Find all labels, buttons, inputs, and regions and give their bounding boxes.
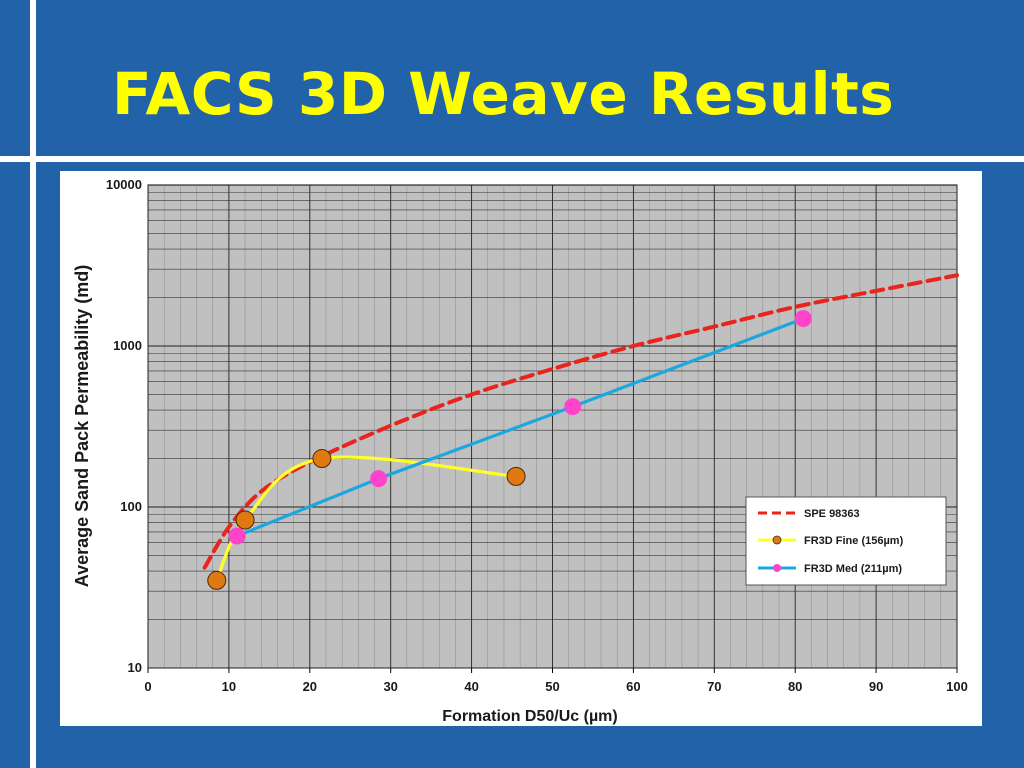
legend: SPE 98363 FR3D Fine (156µm) FR3D Med (21…	[745, 496, 947, 586]
x-tick-label: 40	[464, 679, 478, 694]
data-point-fr3d-med	[564, 398, 582, 416]
data-point-fr3d-med	[370, 470, 388, 488]
y-tick-label: 10000	[106, 177, 142, 192]
series-layer	[202, 273, 959, 590]
slide-vertical-rule	[30, 0, 36, 768]
data-point-fr3d-fine	[312, 449, 332, 469]
slide-title: FACS 3D Weave Results	[112, 60, 895, 128]
series-line-fr3d-med	[235, 316, 805, 538]
series-line-spe-98363	[202, 273, 959, 570]
slide-horizontal-rule	[0, 156, 1024, 162]
data-point-fr3d-fine	[235, 510, 255, 530]
x-tick-label: 30	[383, 679, 397, 694]
y-tick-label: 10	[128, 660, 142, 675]
series-line-fr3d-fine	[215, 455, 518, 583]
x-tick-label: 0	[144, 679, 151, 694]
data-point-fr3d-med	[228, 527, 246, 545]
x-tick-label: 80	[788, 679, 802, 694]
data-point-fr3d-fine	[207, 570, 227, 590]
x-tick-label: 60	[626, 679, 640, 694]
legend-marker-fine	[772, 535, 782, 545]
y-tick-label: 1000	[113, 338, 142, 353]
x-tick-label: 70	[707, 679, 721, 694]
x-tick-label: 20	[303, 679, 317, 694]
x-tick-label: 100	[946, 679, 968, 694]
data-point-fr3d-fine	[506, 466, 526, 486]
x-axis-title: Formation D50/Uc (µm)	[442, 708, 617, 725]
legend-label-spe: SPE 98363	[804, 508, 860, 520]
y-tick-label: 100	[120, 499, 142, 514]
y-tick-labels: 10 100 1000 10000	[106, 177, 142, 675]
legend-label-med: FR3D Med (211µm)	[804, 563, 902, 575]
x-tick-labels: 0 10 20 30 40 50 60 70 80 90 100	[144, 668, 968, 694]
y-axis-title: Average Sand Pack Permeability (md)	[72, 265, 92, 587]
x-tick-label: 10	[222, 679, 236, 694]
x-tick-label: 90	[869, 679, 883, 694]
data-point-fr3d-med	[794, 310, 812, 328]
chart-panel: 0 10 20 30 40 50 60 70 80 90 100 10 100 1000 10000 Fo…	[60, 171, 982, 726]
legend-label-fine: FR3D Fine (156µm)	[804, 535, 904, 547]
x-tick-label: 50	[545, 679, 559, 694]
legend-marker-med	[773, 564, 781, 572]
